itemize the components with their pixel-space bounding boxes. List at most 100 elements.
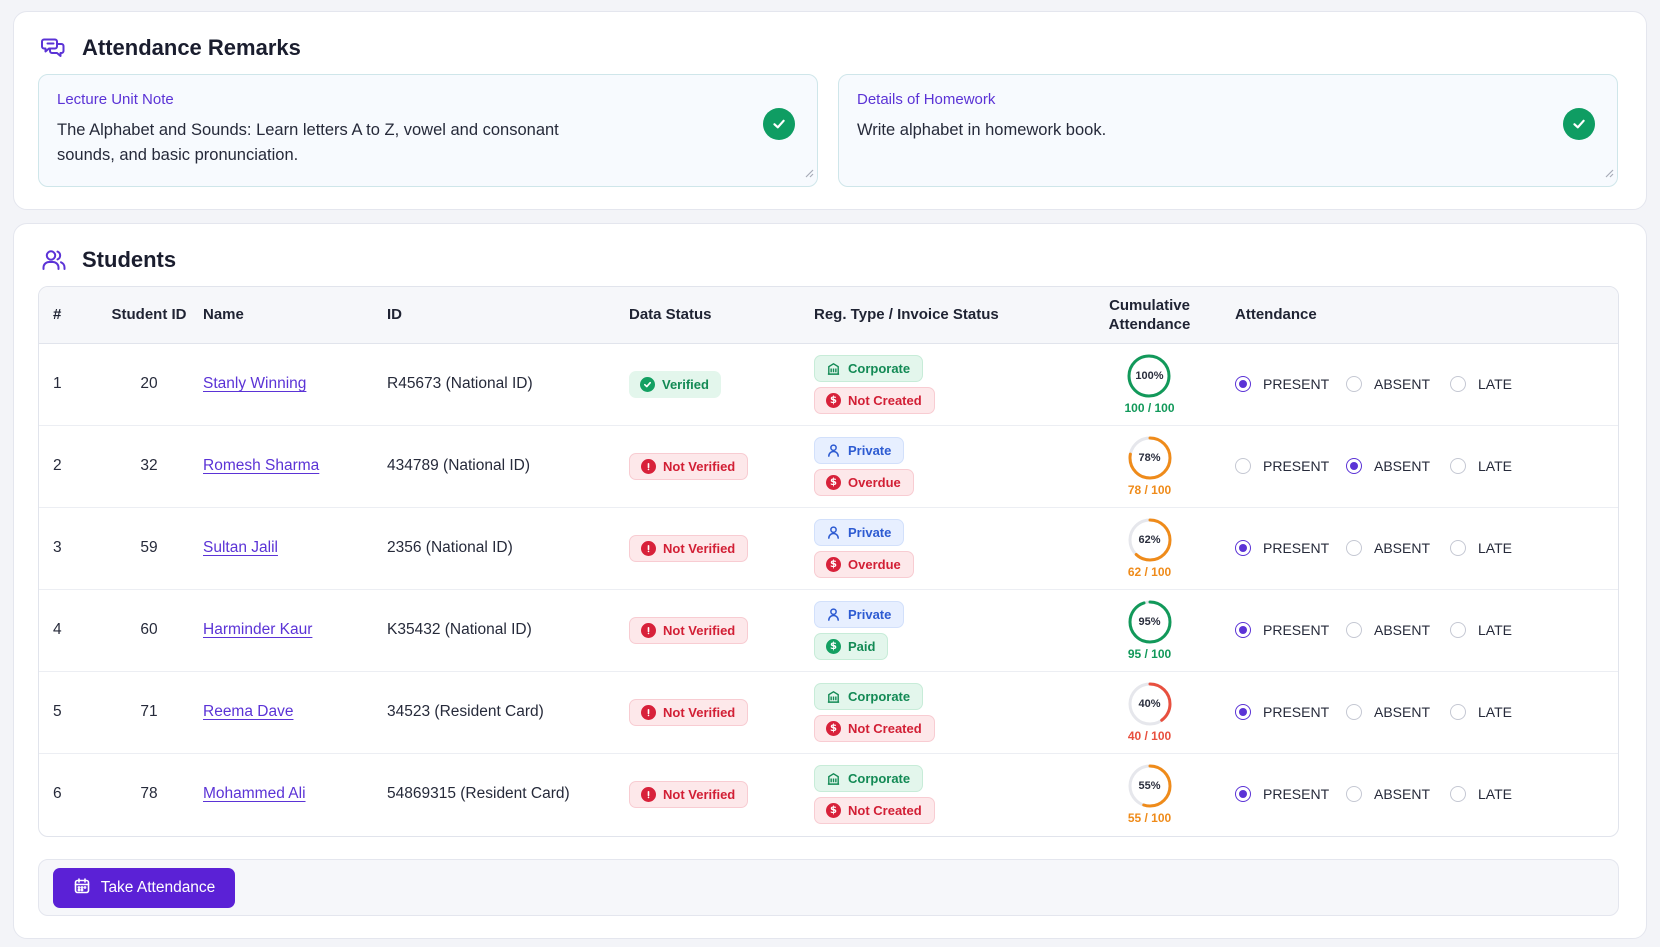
- attendance-absent-option[interactable]: ABSENT: [1346, 622, 1450, 638]
- reg-type-label: Private: [848, 524, 892, 540]
- reg-type-label: Corporate: [848, 770, 911, 786]
- cumulative-attendance-gauge: 95% 95 / 100: [1127, 599, 1173, 661]
- column-header-data-status: Data Status: [629, 287, 814, 344]
- person-icon: [826, 607, 841, 622]
- attendance-absent-option[interactable]: ABSENT: [1346, 458, 1450, 474]
- student-id-document: 34523 (Resident Card): [387, 703, 544, 720]
- attendance-present-label: PRESENT: [1263, 786, 1330, 803]
- attendance-absent-option[interactable]: ABSENT: [1346, 704, 1450, 720]
- gauge-progress-arc: [1128, 518, 1171, 562]
- attendance-late-option[interactable]: LATE: [1450, 786, 1512, 803]
- student-id-document: 434789 (National ID): [387, 457, 531, 474]
- lecture-unit-note-text[interactable]: The Alphabet and Sounds: Learn letters A…: [57, 121, 559, 164]
- column-header-cumulative-attendance: Cumulative Attendance: [1064, 287, 1235, 344]
- attendance-radio-group[interactable]: PRESENT ABSENT LATE: [1235, 704, 1618, 720]
- dollar-icon: $: [826, 474, 841, 490]
- homework-details-text[interactable]: Write alphabet in homework book.: [857, 121, 1107, 139]
- column-header-id: ID: [387, 287, 629, 344]
- cumulative-attendance-gauge: 62% 62 / 100: [1127, 517, 1173, 579]
- attendance-late-label: LATE: [1478, 540, 1512, 556]
- attendance-absent-radio[interactable]: [1346, 622, 1362, 638]
- student-name-link[interactable]: Mohammed Ali: [203, 785, 306, 803]
- attendance-late-radio[interactable]: [1450, 704, 1466, 720]
- attendance-late-radio[interactable]: [1450, 622, 1466, 638]
- attendance-present-radio[interactable]: [1235, 786, 1251, 803]
- lecture-unit-note-field[interactable]: Lecture Unit Note The Alphabet and Sound…: [38, 74, 818, 187]
- attendance-radio-group[interactable]: PRESENT ABSENT LATE: [1235, 622, 1618, 638]
- invoice-status-label: Not Created: [848, 392, 922, 408]
- attendance-absent-option[interactable]: ABSENT: [1346, 376, 1450, 392]
- attendance-late-radio[interactable]: [1450, 376, 1466, 392]
- calendar-icon: [73, 877, 91, 900]
- attendance-late-radio[interactable]: [1450, 458, 1466, 474]
- cumulative-attendance-gauge: 100% 100 / 100: [1124, 353, 1175, 415]
- cumulative-attendance-gauge: 55% 55 / 100: [1127, 763, 1173, 825]
- gauge-score: 55 / 100: [1127, 811, 1172, 826]
- attendance-late-radio[interactable]: [1450, 540, 1466, 556]
- reg-type-badge: Private: [814, 600, 905, 628]
- attendance-late-option[interactable]: LATE: [1450, 376, 1512, 392]
- student-name-link[interactable]: Reema Dave: [203, 703, 294, 720]
- attendance-late-option[interactable]: LATE: [1450, 704, 1512, 720]
- attendance-present-option[interactable]: PRESENT: [1235, 704, 1346, 720]
- attendance-remarks-title: Attendance Remarks: [82, 35, 301, 60]
- attendance-late-option[interactable]: LATE: [1450, 458, 1512, 474]
- attendance-absent-option[interactable]: ABSENT: [1346, 540, 1450, 556]
- attendance-present-option[interactable]: PRESENT: [1235, 622, 1346, 638]
- attendance-late-option[interactable]: LATE: [1450, 540, 1512, 556]
- attendance-remarks-header: Attendance Remarks: [40, 34, 301, 62]
- attendance-radio-group[interactable]: PRESENT ABSENT LATE: [1235, 458, 1618, 474]
- attendance-absent-label: ABSENT: [1374, 540, 1431, 556]
- attendance-present-option[interactable]: PRESENT: [1235, 458, 1346, 474]
- person-icon: [826, 443, 841, 458]
- attendance-radio-group[interactable]: PRESENT ABSENT LATE: [1235, 540, 1618, 556]
- attendance-present-radio[interactable]: [1235, 376, 1251, 392]
- invoice-status-label: Not Created: [848, 720, 922, 736]
- attendance-late-label: LATE: [1478, 786, 1512, 803]
- cumulative-attendance-gauge: 40% 40 / 100: [1127, 681, 1173, 743]
- reg-type-badge: Corporate: [814, 764, 924, 792]
- attendance-absent-option[interactable]: ABSENT: [1346, 786, 1450, 803]
- attendance-present-label: PRESENT: [1263, 622, 1330, 638]
- gauge-score: 62 / 100: [1127, 565, 1172, 579]
- attendance-present-radio[interactable]: [1235, 622, 1251, 638]
- resize-handle-icon[interactable]: [804, 165, 814, 183]
- homework-details-label: Details of Homework: [857, 91, 996, 108]
- attendance-absent-radio[interactable]: [1346, 786, 1362, 803]
- attendance-present-radio[interactable]: [1235, 540, 1251, 556]
- attendance-present-label: PRESENT: [1263, 376, 1330, 392]
- attendance-absent-radio[interactable]: [1346, 540, 1362, 556]
- invoice-not-created-badge: $ Not Created: [814, 386, 935, 414]
- attendance-radio-group[interactable]: PRESENT ABSENT LATE: [1235, 786, 1618, 803]
- student-name-link[interactable]: Sultan Jalil: [203, 539, 278, 556]
- resize-handle-icon[interactable]: [1604, 165, 1614, 183]
- attendance-absent-label: ABSENT: [1374, 622, 1431, 638]
- attendance-present-option[interactable]: PRESENT: [1235, 786, 1346, 803]
- reg-type-badge: Corporate: [814, 682, 924, 710]
- attendance-present-option[interactable]: PRESENT: [1235, 540, 1346, 556]
- column-header-name: Name: [203, 287, 387, 344]
- attendance-absent-radio[interactable]: [1346, 704, 1362, 720]
- student-name-link[interactable]: Stanly Winning: [203, 375, 307, 392]
- attendance-present-option[interactable]: PRESENT: [1235, 376, 1346, 392]
- attendance-absent-radio[interactable]: [1346, 458, 1362, 474]
- attendance-late-label: LATE: [1478, 376, 1512, 392]
- attendance-absent-radio[interactable]: [1346, 376, 1362, 392]
- attendance-late-radio[interactable]: [1450, 786, 1466, 803]
- attendance-late-option[interactable]: LATE: [1450, 622, 1512, 638]
- student-name-link[interactable]: Harminder Kaur: [203, 621, 313, 638]
- alert-circle-icon: [641, 540, 656, 556]
- attendance-radio-group[interactable]: PRESENT ABSENT LATE: [1235, 376, 1618, 392]
- column-header-attendance: Attendance: [1235, 287, 1618, 344]
- take-attendance-button[interactable]: Take Attendance: [53, 868, 235, 908]
- attendance-present-radio[interactable]: [1235, 458, 1251, 474]
- student-name-link[interactable]: Romesh Sharma: [203, 457, 320, 474]
- chat-bubbles-icon: [40, 34, 68, 62]
- column-header-cumulative-line2: Attendance: [1108, 315, 1191, 333]
- reg-type-badge: Corporate: [814, 354, 924, 382]
- homework-details-field[interactable]: Details of Homework Write alphabet in ho…: [838, 74, 1618, 187]
- column-header-reg-type: Reg. Type / Invoice Status: [814, 287, 1064, 344]
- attendance-present-radio[interactable]: [1235, 704, 1251, 720]
- gauge-percent: 95%: [1138, 616, 1161, 628]
- student-id: 78: [140, 785, 158, 803]
